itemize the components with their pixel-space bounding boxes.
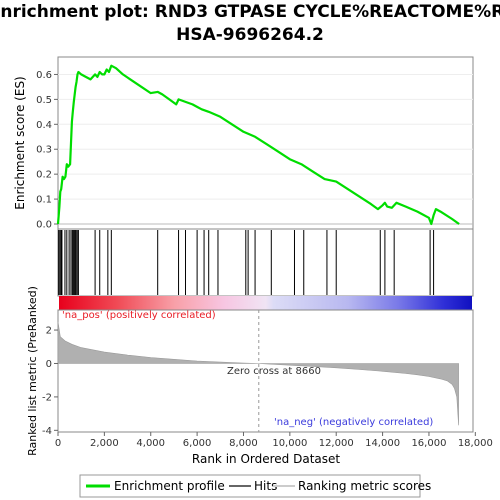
es-series bbox=[56, 64, 460, 226]
es-line bbox=[56, 64, 460, 226]
rank-metric-series bbox=[57, 310, 459, 432]
rank-y-ticks: -4 -2 0 2 bbox=[42, 326, 58, 437]
x-tick-label: 18,000 bbox=[458, 438, 493, 449]
x-tick-label: 12,000 bbox=[319, 438, 354, 449]
legend-hits-label: Hits bbox=[254, 479, 277, 493]
es-y-ticks: 0.0 0.1 0.2 0.3 0.4 0.5 0.6 bbox=[36, 70, 58, 231]
x-tick-label: 16,000 bbox=[411, 438, 446, 449]
es-y-tick-label: 0.0 bbox=[36, 220, 52, 231]
x-tick-label: 10,000 bbox=[272, 438, 307, 449]
neg-corr-label: 'na_neg' (negatively correlated) bbox=[274, 417, 433, 428]
es-y-axis-label: Enrichment score (ES) bbox=[13, 76, 27, 209]
es-y-tick-label: 0.5 bbox=[36, 95, 52, 106]
pos-corr-label: 'na_pos' (positively correlated) bbox=[62, 310, 216, 321]
es-y-tick-label: 0.3 bbox=[36, 145, 52, 156]
legend: Enrichment profile Hits Ranking metric s… bbox=[79, 474, 431, 498]
chart-title-line2: HSA-9696264.2 bbox=[176, 25, 324, 45]
rank-y-axis-label: Ranked list metric (PreRanked) bbox=[26, 286, 39, 456]
chart-title-line1: Enrichment plot: RND3 GTPASE CYCLE%REACT… bbox=[0, 2, 500, 22]
x-tick-label: 2,000 bbox=[90, 438, 119, 449]
es-gridlines bbox=[58, 73, 473, 225]
zero-cross-label: Zero cross at 8660 bbox=[227, 366, 321, 377]
x-tick-label: 0 bbox=[55, 438, 61, 449]
hits-panel bbox=[57, 228, 474, 297]
es-y-tick-label: 0.2 bbox=[36, 170, 52, 181]
x-tick-label: 6,000 bbox=[183, 438, 212, 449]
es-y-tick-label: 0.6 bbox=[36, 70, 52, 81]
es-y-tick-label: 0.4 bbox=[36, 120, 52, 131]
rank-metric-area bbox=[57, 321, 459, 426]
rank-y-tick-label: -4 bbox=[42, 426, 52, 437]
hit-markers bbox=[58, 230, 435, 295]
rank-color-bar bbox=[59, 296, 472, 310]
x-axis-label: Rank in Ordered Dataset bbox=[192, 452, 340, 466]
rank-y-tick-label: 2 bbox=[46, 326, 52, 337]
x-ticks: 0 2,000 4,000 6,000 8,000 10,000 12,000 14,000 1… bbox=[55, 432, 493, 449]
es-y-tick-label: 0.1 bbox=[36, 195, 52, 206]
legend-rank-label: Ranking metric scores bbox=[298, 479, 431, 493]
x-tick-label: 14,000 bbox=[365, 438, 400, 449]
rank-y-tick-label: 0 bbox=[46, 359, 52, 370]
x-tick-label: 4,000 bbox=[136, 438, 165, 449]
x-tick-label: 8,000 bbox=[229, 438, 258, 449]
rank-y-tick-label: -2 bbox=[42, 392, 52, 403]
legend-es-label: Enrichment profile bbox=[114, 479, 225, 493]
